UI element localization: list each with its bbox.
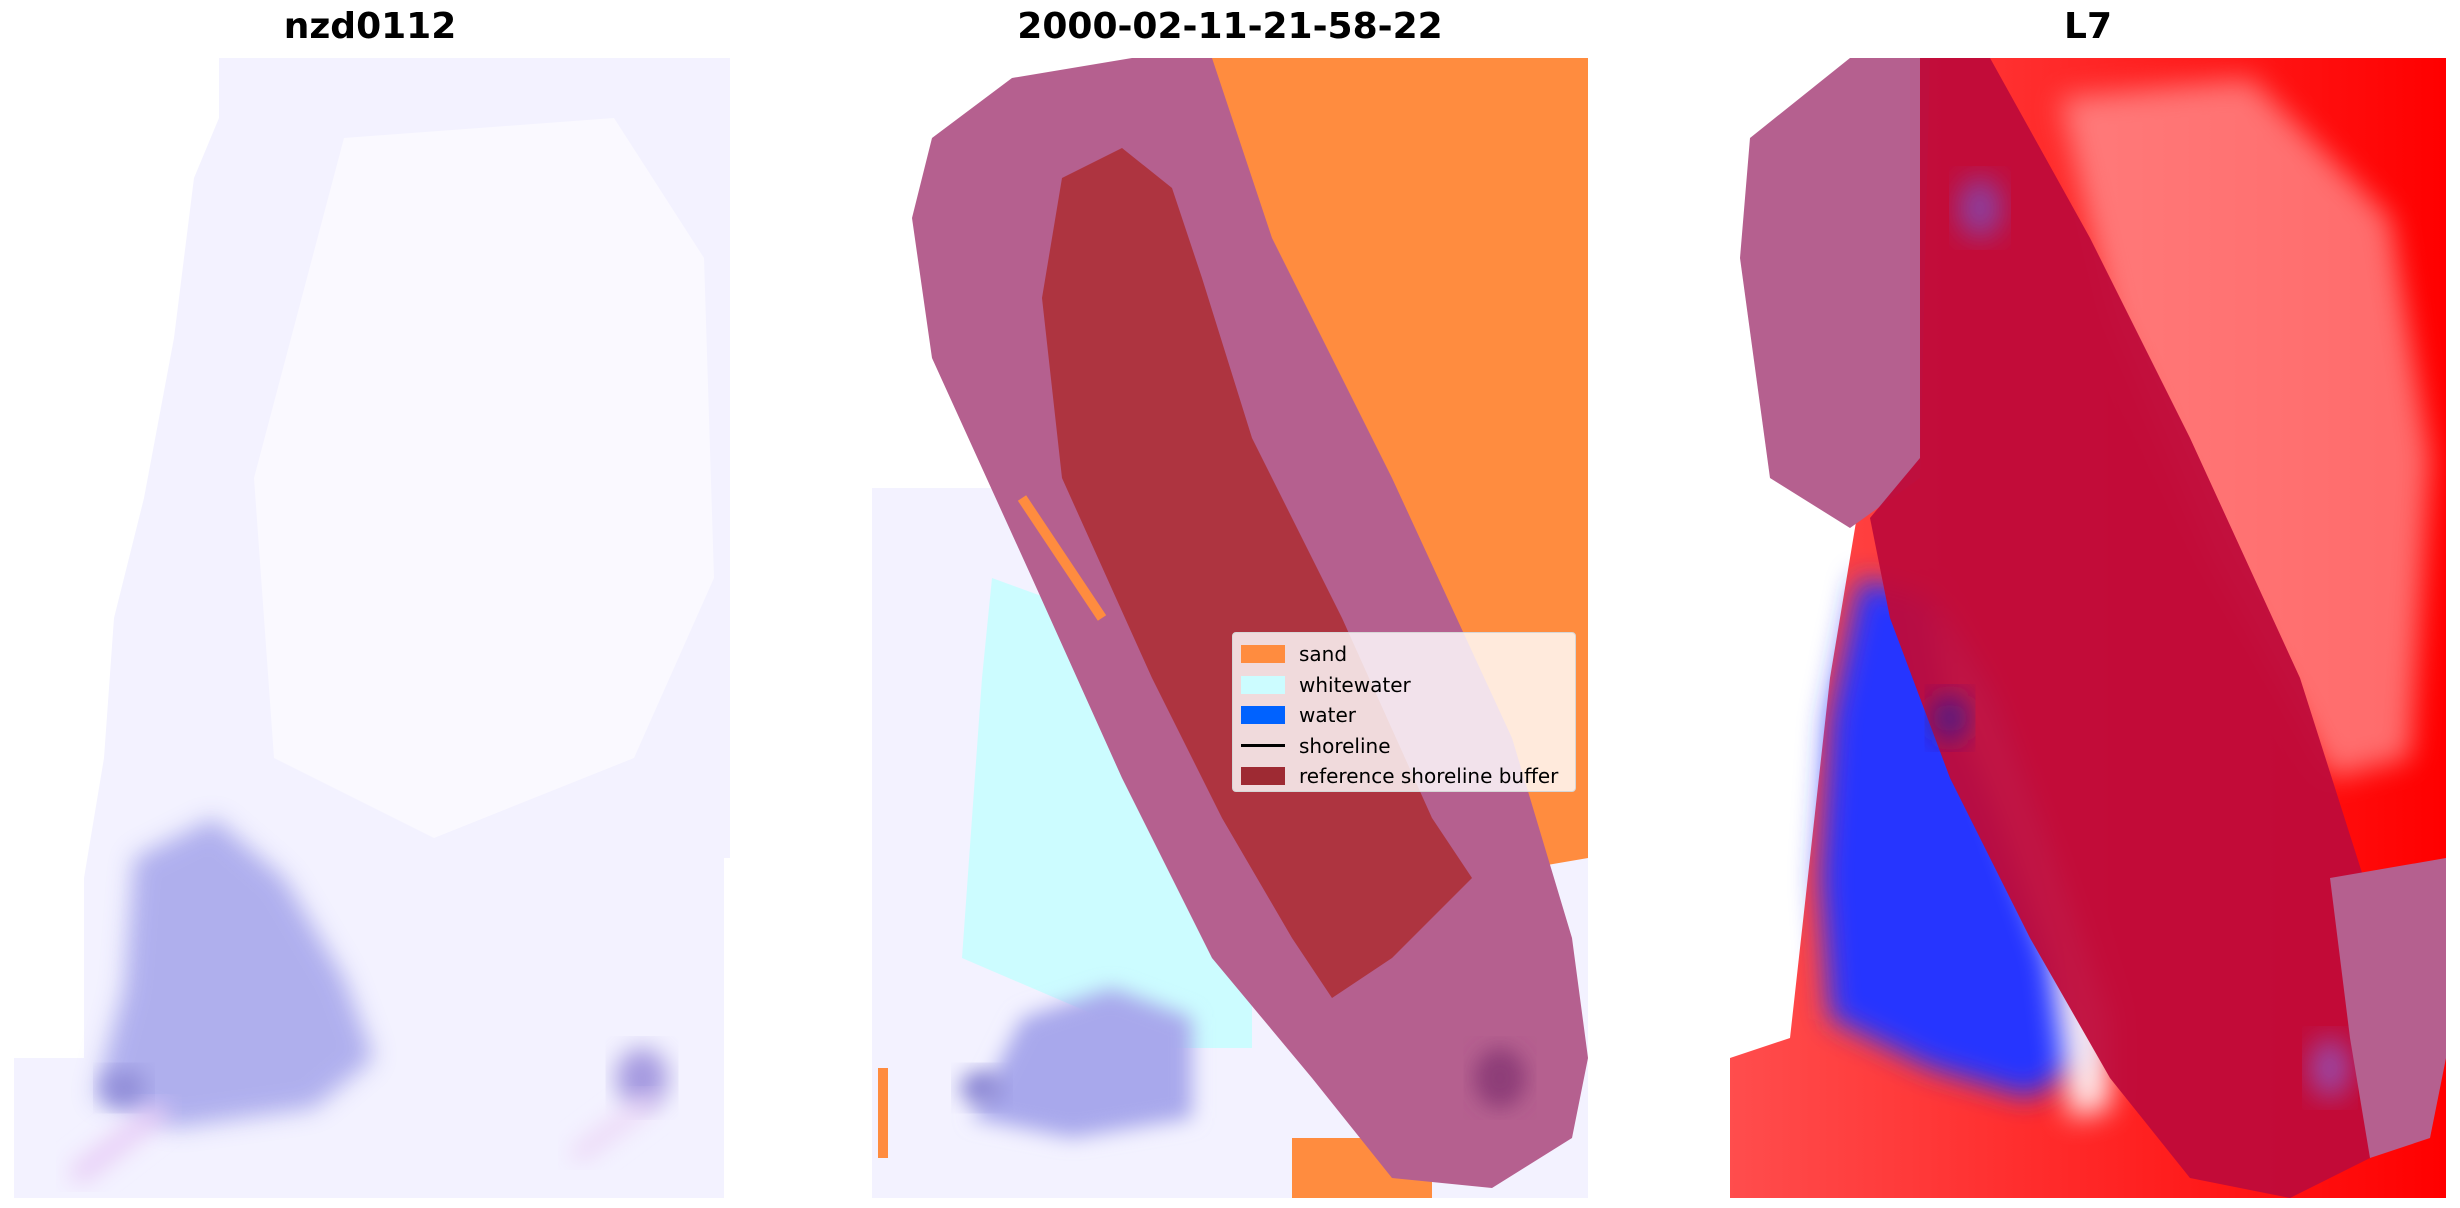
legend-label: sand <box>1299 642 1348 667</box>
buffer-overlay <box>1870 58 2410 1198</box>
legend-item-whitewater: whitewater <box>1241 670 1567 701</box>
rgb-dark-patch <box>972 988 1192 1138</box>
buffer-overlay <box>2330 858 2446 1158</box>
index-image-panel <box>1730 58 2446 1198</box>
legend-label: whitewater <box>1299 672 1411 697</box>
legend-label: water <box>1299 703 1356 728</box>
legend-item-buffer: reference shoreline buffer <box>1241 761 1567 792</box>
water-swatch <box>1241 706 1285 725</box>
rgb-dark-spot <box>616 1048 668 1108</box>
buffer-swatch <box>1241 767 1285 786</box>
rgb-light-area <box>254 118 714 838</box>
legend-label: reference shoreline buffer <box>1299 764 1559 789</box>
buffer-overlay <box>1740 58 1930 528</box>
legend-item-shoreline: shoreline <box>1241 731 1567 762</box>
shoreline-line-swatch <box>1241 744 1285 748</box>
sand-swatch <box>1241 645 1285 664</box>
rgb-streak <box>569 1092 659 1164</box>
rgb-dark-spot <box>960 1070 1004 1106</box>
panel-title-classified: 2000-02-11-21-58-22 <box>1017 6 1443 47</box>
index-purple-spot <box>1932 694 1968 742</box>
rgb-dark-spot <box>1474 1048 1526 1108</box>
legend: sand whitewater water shoreline referenc… <box>1232 632 1576 792</box>
rgb-image <box>14 58 730 1198</box>
sand-strip <box>878 1068 888 1158</box>
legend-item-water: water <box>1241 700 1567 731</box>
index-purple-spot <box>2310 1038 2350 1098</box>
legend-label: shoreline <box>1299 733 1391 758</box>
whitewater-region <box>962 578 1252 1048</box>
legend-item-sand: sand <box>1241 639 1567 670</box>
rgb-image-panel <box>14 58 730 1198</box>
panel-title-rgb: nzd0112 <box>283 6 457 47</box>
rgb-dark-patch <box>94 818 374 1128</box>
index-negative-region <box>1820 578 2090 1098</box>
classified-image <box>872 58 1588 1198</box>
classified-image-panel <box>872 58 1588 1198</box>
rgb-dark-spot <box>102 1070 146 1106</box>
shoreline <box>1017 495 1107 621</box>
index-purple-spot <box>1958 178 2002 238</box>
index-light-area <box>2060 78 2430 778</box>
rgb-streak <box>68 1100 170 1186</box>
panel-title-index: L7 <box>2064 6 2112 47</box>
whitewater-swatch <box>1241 675 1285 694</box>
index-image <box>1730 58 2446 1198</box>
